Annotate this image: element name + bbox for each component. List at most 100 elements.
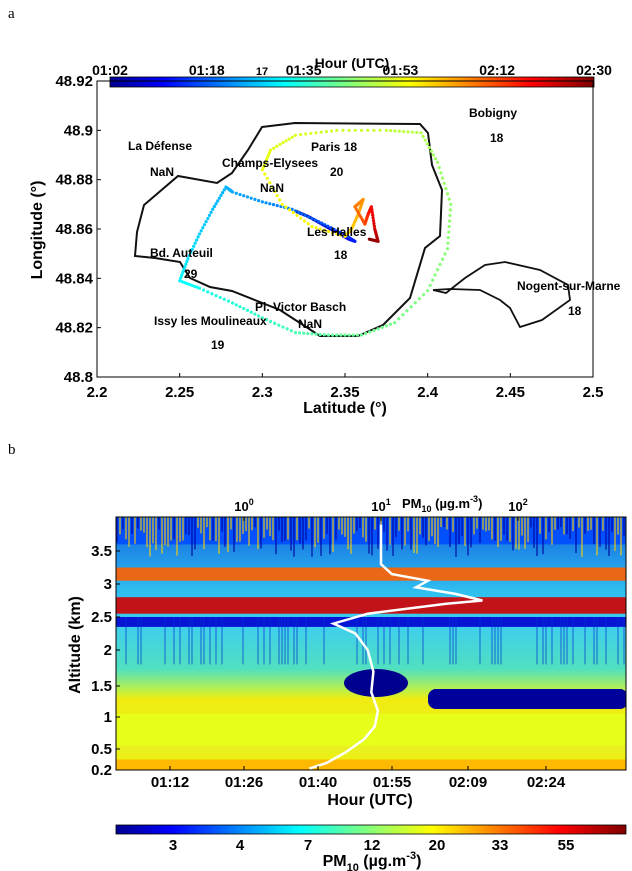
- heatmap-streak: [278, 617, 280, 665]
- heatmap-streak: [590, 517, 592, 530]
- track-point: [187, 253, 191, 258]
- axes-b-ticks: 0.2 0.5 1 1.5 2 2.5 3 3.5 01:12 01:26 01:40 01:55 02…: [91, 497, 566, 791]
- heatmap-streak: [581, 517, 583, 557]
- heatmap-streak: [305, 517, 307, 541]
- track-point: [335, 232, 339, 236]
- track-point: [273, 189, 277, 193]
- heatmap-streak: [338, 517, 340, 530]
- colorbar-a-tick-label: 01:18: [189, 62, 225, 78]
- track-point: [260, 200, 264, 204]
- heatmap-streak: [578, 517, 580, 528]
- axis-a-ytick-label: 48.88: [55, 172, 93, 189]
- track-point: [371, 213, 375, 217]
- track-point: [291, 211, 295, 215]
- track-point: [332, 227, 336, 231]
- track-point: [439, 171, 443, 175]
- track-point: [201, 226, 205, 230]
- axis-a-ylabel: Longitude (°): [29, 181, 46, 280]
- axis-b-top-tick-label: 101: [371, 497, 390, 514]
- heatmap-streak: [320, 517, 322, 556]
- track-point: [435, 160, 440, 164]
- heatmap-streak: [572, 617, 574, 665]
- heatmap-streak: [509, 517, 511, 542]
- heatmap-streak: [137, 517, 139, 529]
- heatmap-streak: [545, 517, 547, 540]
- track-point: [353, 128, 357, 132]
- track-point: [413, 301, 417, 305]
- colorbar-b-tick-label: 4: [236, 837, 245, 854]
- track-point: [218, 295, 222, 300]
- track-point: [195, 285, 199, 289]
- heatmap-streak: [467, 517, 469, 556]
- track-point: [426, 289, 430, 293]
- track-point: [372, 128, 376, 132]
- track-point: [192, 284, 197, 288]
- axis-b-xtick-label: 01:12: [151, 774, 189, 791]
- track-point: [287, 137, 291, 141]
- heatmap-streak: [296, 617, 298, 665]
- track-point: [216, 199, 220, 203]
- track-point: [183, 281, 187, 285]
- track-point: [338, 230, 342, 234]
- station-bobigny-name: Bobigny: [469, 106, 517, 120]
- heatmap-streak: [203, 617, 205, 665]
- track-point: [290, 135, 294, 139]
- track-point: [297, 331, 302, 335]
- heatmap-streak: [239, 517, 241, 542]
- heatmap-streak: [437, 517, 439, 547]
- track-point: [267, 150, 272, 155]
- heatmap-streak: [266, 517, 268, 530]
- heatmap-streak: [335, 517, 337, 540]
- track-point: [278, 142, 282, 147]
- station-paris18-name: Paris 18: [311, 140, 357, 154]
- heatmap-streak: [131, 517, 133, 535]
- heatmap-streak: [179, 517, 181, 542]
- heatmap-streak: [269, 617, 271, 665]
- heatmap-streak: [179, 617, 181, 665]
- track-point: [284, 205, 288, 209]
- track-point: [437, 166, 441, 170]
- axis-a-ytick-label: 48.82: [55, 320, 93, 337]
- heatmap-streak: [278, 517, 280, 531]
- heatmap-layer: [116, 759, 626, 770]
- heatmap-streak: [407, 617, 409, 665]
- heatmap-layer: [116, 597, 626, 614]
- axis-b-ytick-label: 0.5: [91, 741, 112, 758]
- axes-a-ticks: 2.2 2.25 2.3 2.35 2.4 2.45 2.5 48.8 48.82 48.84 48…: [55, 73, 603, 401]
- track-point: [204, 220, 208, 224]
- heatmap-streak: [389, 517, 391, 545]
- station-nogent-value: 18: [568, 304, 582, 318]
- track-point: [329, 226, 333, 230]
- colorbar-b-tick-label: 55: [558, 837, 575, 854]
- axis-b-ytick-label: 3: [104, 576, 112, 593]
- track-point: [359, 128, 364, 132]
- station-les-halles-name: Les Halles: [307, 225, 367, 239]
- track-point: [281, 325, 285, 329]
- track-point: [262, 163, 266, 167]
- track-point: [281, 141, 285, 145]
- heatmap-streak: [398, 617, 400, 665]
- heatmap-streak: [158, 517, 160, 530]
- track-point: [245, 195, 250, 199]
- track-point: [433, 273, 437, 277]
- heatmap-streak: [542, 617, 544, 665]
- track-point: [269, 319, 273, 324]
- axis-b-top-tick-label: 100: [234, 497, 253, 514]
- colorbar-b-tick-label: 7: [304, 837, 312, 854]
- track-point: [199, 229, 203, 233]
- heatmap-streak: [494, 617, 496, 665]
- track-point: [303, 213, 307, 218]
- track-point: [429, 149, 433, 153]
- track-point: [285, 327, 289, 331]
- heatmap-streak: [599, 517, 601, 547]
- heatmap-streak: [596, 517, 598, 556]
- heatmap-streak: [608, 517, 610, 557]
- heatmap-streak: [119, 517, 121, 535]
- heatmap-streak: [452, 617, 454, 665]
- axis-a-xtick-label: 2.3: [252, 384, 273, 401]
- axis-a-ytick-label: 48.84: [55, 270, 93, 287]
- track-point: [271, 203, 276, 207]
- track-point: [421, 293, 426, 297]
- heatmap-streak: [194, 517, 196, 550]
- heatmap-streak: [368, 517, 370, 554]
